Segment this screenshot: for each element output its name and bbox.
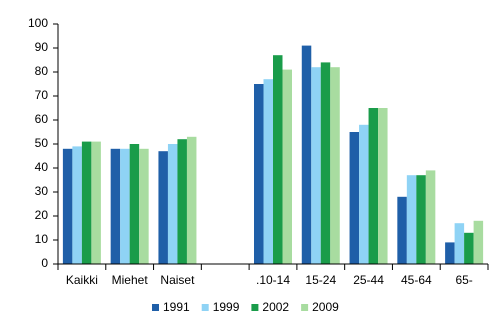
bar [273,55,283,265]
bar [110,148,121,264]
x-tick-label: 25-44 [353,273,384,287]
bar [186,136,197,264]
bar [320,62,331,265]
y-tick-label: 0 [41,256,48,270]
bar [359,124,369,264]
y-tick-label: 80 [35,64,49,78]
bar [129,144,140,264]
bar [378,108,388,264]
bar [330,67,340,264]
x-tick-label: 15-24 [305,273,336,287]
legend-swatch [301,304,309,311]
y-tick-label: 50 [35,136,49,150]
x-tick-label: Naiset [160,273,195,287]
x-tick-label: Kaikki [66,273,98,287]
bar [139,148,149,264]
bar [263,79,273,264]
bar [81,141,92,264]
bar [425,170,436,264]
bar [282,69,292,264]
bar [368,108,379,264]
bar [416,175,426,264]
bar [254,84,264,264]
bar [464,232,474,264]
y-tick-label: 70 [35,88,49,102]
x-tick-label: 65- [455,273,472,287]
bar [406,175,417,264]
y-tick-label: 40 [35,160,49,174]
bar [72,146,82,264]
legend-swatch [152,304,159,311]
bar [397,196,407,264]
legend-label: 2002 [262,300,289,314]
legend-label: 1991 [163,300,190,314]
legend-label: 1999 [213,300,240,314]
bar [445,242,455,264]
x-tick-label: .10-14 [256,273,290,287]
y-tick-label: 90 [35,40,49,54]
legend-label: 2009 [312,300,339,314]
bar [473,220,484,264]
bar [158,151,168,264]
bar [62,148,73,264]
legend-swatch [201,304,209,311]
y-tick-label: 20 [35,208,49,222]
bar [301,45,312,264]
bar [349,132,360,264]
bar [454,223,465,264]
y-tick-label: 10 [35,232,49,246]
bar [120,148,130,264]
x-tick-label: Miehet [112,273,149,287]
legend-swatch [251,304,259,311]
bar [311,67,321,264]
y-tick-label: 30 [35,184,49,198]
bar [91,141,101,264]
y-tick-label: 100 [28,16,48,30]
y-tick-label: 60 [35,112,49,126]
bar [177,139,187,264]
bar [167,144,178,264]
x-tick-label: 45-64 [401,273,432,287]
